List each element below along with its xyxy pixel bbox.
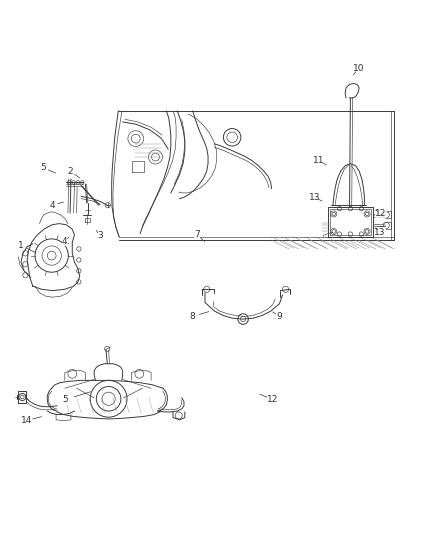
Text: 9: 9 [276,312,283,321]
Text: 5: 5 [40,163,46,172]
Text: 4: 4 [62,237,67,246]
Text: 12: 12 [375,208,387,217]
Text: 4: 4 [50,201,55,209]
Text: 3: 3 [97,231,103,240]
Text: 13: 13 [374,228,386,237]
Text: 12: 12 [267,395,278,404]
Text: 7: 7 [194,230,200,239]
Text: 8: 8 [190,312,196,321]
Text: 1: 1 [18,241,24,250]
Text: 10: 10 [353,64,364,73]
Text: 13: 13 [309,193,320,202]
Text: 11: 11 [313,156,325,165]
Text: 5: 5 [62,395,68,404]
Text: 14: 14 [21,416,32,425]
Text: 2: 2 [67,166,73,175]
